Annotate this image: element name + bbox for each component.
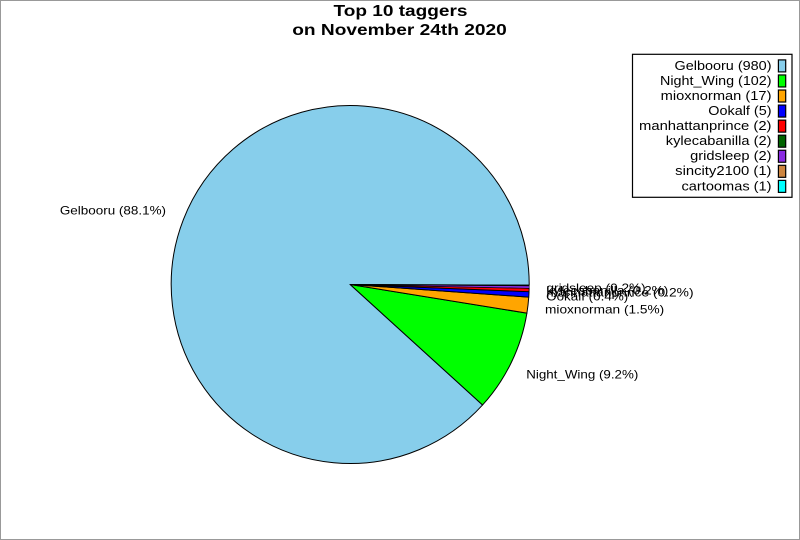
svg-text:on November 24th 2020: on November 24th 2020 [292, 22, 507, 39]
svg-text:Ookalf (0.4%): Ookalf (0.4%) [546, 290, 628, 304]
svg-text:mioxnorman (17): mioxnorman (17) [661, 88, 772, 103]
svg-text:kylecabanilla (2): kylecabanilla (2) [666, 133, 772, 148]
svg-text:Night_Wing (9.2%): Night_Wing (9.2%) [526, 367, 638, 381]
svg-text:Top 10 taggers: Top 10 taggers [334, 3, 468, 20]
svg-text:Gelbooru (980): Gelbooru (980) [675, 58, 772, 73]
svg-text:Ookalf (5): Ookalf (5) [708, 103, 771, 118]
svg-text:kylecabanilla (0.2%): kylecabanilla (0.2%) [546, 283, 668, 297]
svg-text:Night_Wing (102): Night_Wing (102) [660, 73, 772, 88]
svg-text:gridsleep (2): gridsleep (2) [690, 148, 771, 163]
svg-text:Gelbooru (88.1%): Gelbooru (88.1%) [60, 204, 166, 218]
svg-text:gridsleep (0.2%): gridsleep (0.2%) [546, 281, 645, 295]
svg-text:manhattanprince (2): manhattanprince (2) [639, 118, 772, 133]
svg-text:cartoomas (1): cartoomas (1) [682, 178, 772, 193]
svg-text:manhattanprince (0.2%): manhattanprince (0.2%) [546, 286, 693, 300]
svg-text:mioxnorman (1.5%): mioxnorman (1.5%) [545, 302, 664, 316]
svg-text:sincity2100 (1): sincity2100 (1) [675, 163, 771, 178]
